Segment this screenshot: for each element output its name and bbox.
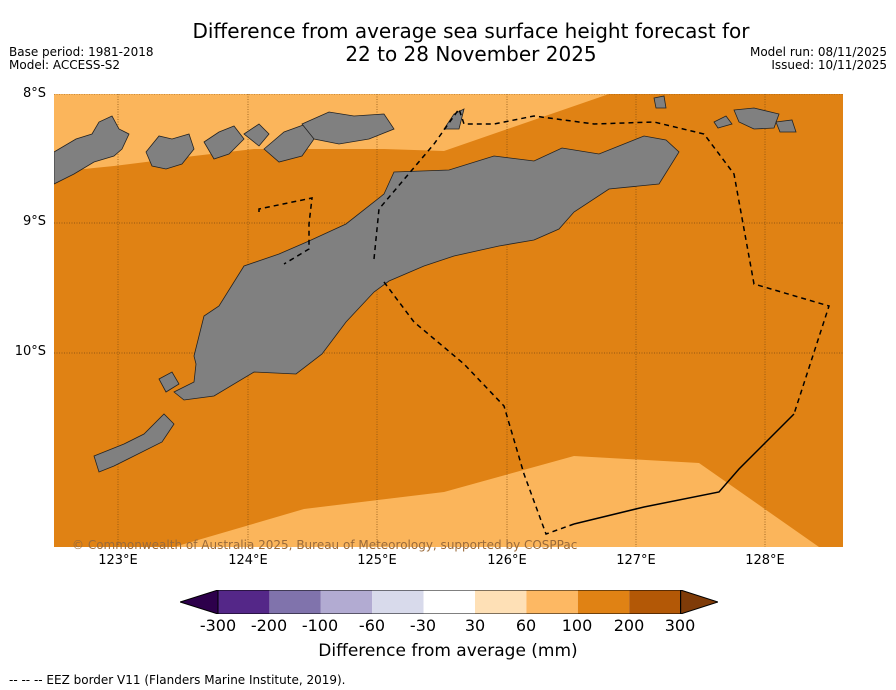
issued-date: Issued: 10/11/2025 [771, 58, 887, 72]
wetar-north-island [443, 108, 465, 130]
colorbar-outline [217, 590, 682, 614]
band-south-60-100 [174, 456, 819, 547]
map-svg [54, 94, 843, 547]
colorbar-tick: 30 [464, 616, 486, 635]
chart-title: Difference from average sea surface heig… [0, 20, 896, 66]
grid-lines [54, 94, 843, 547]
colorbar-tick: -30 [409, 616, 437, 635]
islet-a [653, 95, 667, 109]
base-period: Base period: 1981-2018 [9, 45, 154, 59]
lat-label: 8°S [22, 86, 46, 101]
alor-island [301, 111, 395, 145]
eez-legend: -- -- -- EEZ border V11 (Flanders Marine… [9, 673, 346, 687]
adonara-island [243, 123, 270, 147]
colorbar-extend-low [180, 590, 219, 614]
lon-label: 123°E [98, 553, 138, 568]
colorbar-segment [475, 590, 527, 614]
colorbar-tick: 60 [515, 616, 537, 635]
colorbar-segment [577, 590, 630, 614]
colorbar-tick: 200 [613, 616, 645, 635]
colorbar [180, 590, 718, 614]
colorbar-segment [526, 590, 578, 614]
islet-d [775, 119, 797, 133]
lat-label: 10°S [14, 344, 46, 359]
map-panel [54, 94, 843, 547]
colorbar-segment [423, 590, 475, 614]
colorbar-segment [320, 590, 373, 614]
eez-border-main [373, 107, 830, 415]
colorbar-tick: -100 [301, 616, 339, 635]
colorbar-label: Difference from average (mm) [318, 641, 578, 661]
title-line-1: Difference from average sea surface heig… [192, 19, 750, 43]
border-solid [573, 413, 795, 525]
band-100-200 [54, 94, 843, 547]
flores-east [145, 133, 195, 170]
colorbar-tick: 300 [664, 616, 696, 635]
eez-border-north [258, 197, 313, 265]
meta-left: Base period: 1981-2018 Model: ACCESS-S2 [9, 46, 154, 72]
solor-islands [203, 125, 245, 160]
model-name: Model: ACCESS-S2 [9, 58, 121, 72]
colorbar-segment [629, 590, 681, 614]
rote-island [93, 413, 175, 473]
colorbar-tick: 100 [561, 616, 593, 635]
colorbar-tick: -200 [250, 616, 288, 635]
colorbar-tick: -300 [199, 616, 237, 635]
copyright-notice: © Commonwealth of Australia 2025, Bureau… [72, 538, 578, 552]
eez-border-south [383, 281, 575, 535]
colorbar-extend-high [680, 590, 718, 614]
lon-label: 127°E [616, 553, 656, 568]
land [54, 95, 797, 473]
timor-island [173, 135, 680, 401]
colorbar-segment [218, 590, 270, 614]
lon-label: 125°E [357, 553, 397, 568]
flores-island [54, 115, 130, 185]
lon-label: 128°E [745, 553, 785, 568]
colorbar-segment [372, 590, 424, 614]
islet-c [733, 107, 780, 130]
model-run: Model run: 08/11/2025 [749, 45, 887, 59]
colorbar-segment [269, 590, 321, 614]
lat-label: 9°S [22, 214, 46, 229]
colorbar-tick: -60 [358, 616, 386, 635]
lon-label: 126°E [487, 553, 527, 568]
meta-right: Model run: 08/11/2025 Issued: 10/11/2025 [750, 46, 887, 72]
semau-island [158, 371, 180, 393]
lon-label: 124°E [228, 553, 268, 568]
title-line-2: 22 to 28 November 2025 [345, 42, 597, 66]
islet-b [713, 115, 733, 129]
